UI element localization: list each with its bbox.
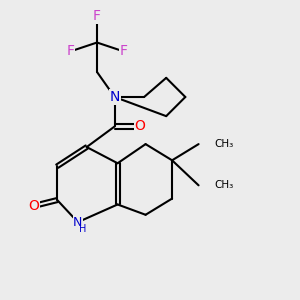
Text: H: H [80, 224, 87, 234]
Text: O: O [28, 199, 39, 213]
Text: N: N [110, 90, 120, 104]
Text: N: N [73, 216, 83, 229]
Text: CH₃: CH₃ [215, 180, 234, 190]
Text: F: F [67, 44, 74, 58]
Text: F: F [119, 44, 128, 58]
Text: F: F [93, 9, 101, 23]
Text: O: O [134, 119, 145, 134]
Text: CH₃: CH₃ [215, 139, 234, 149]
